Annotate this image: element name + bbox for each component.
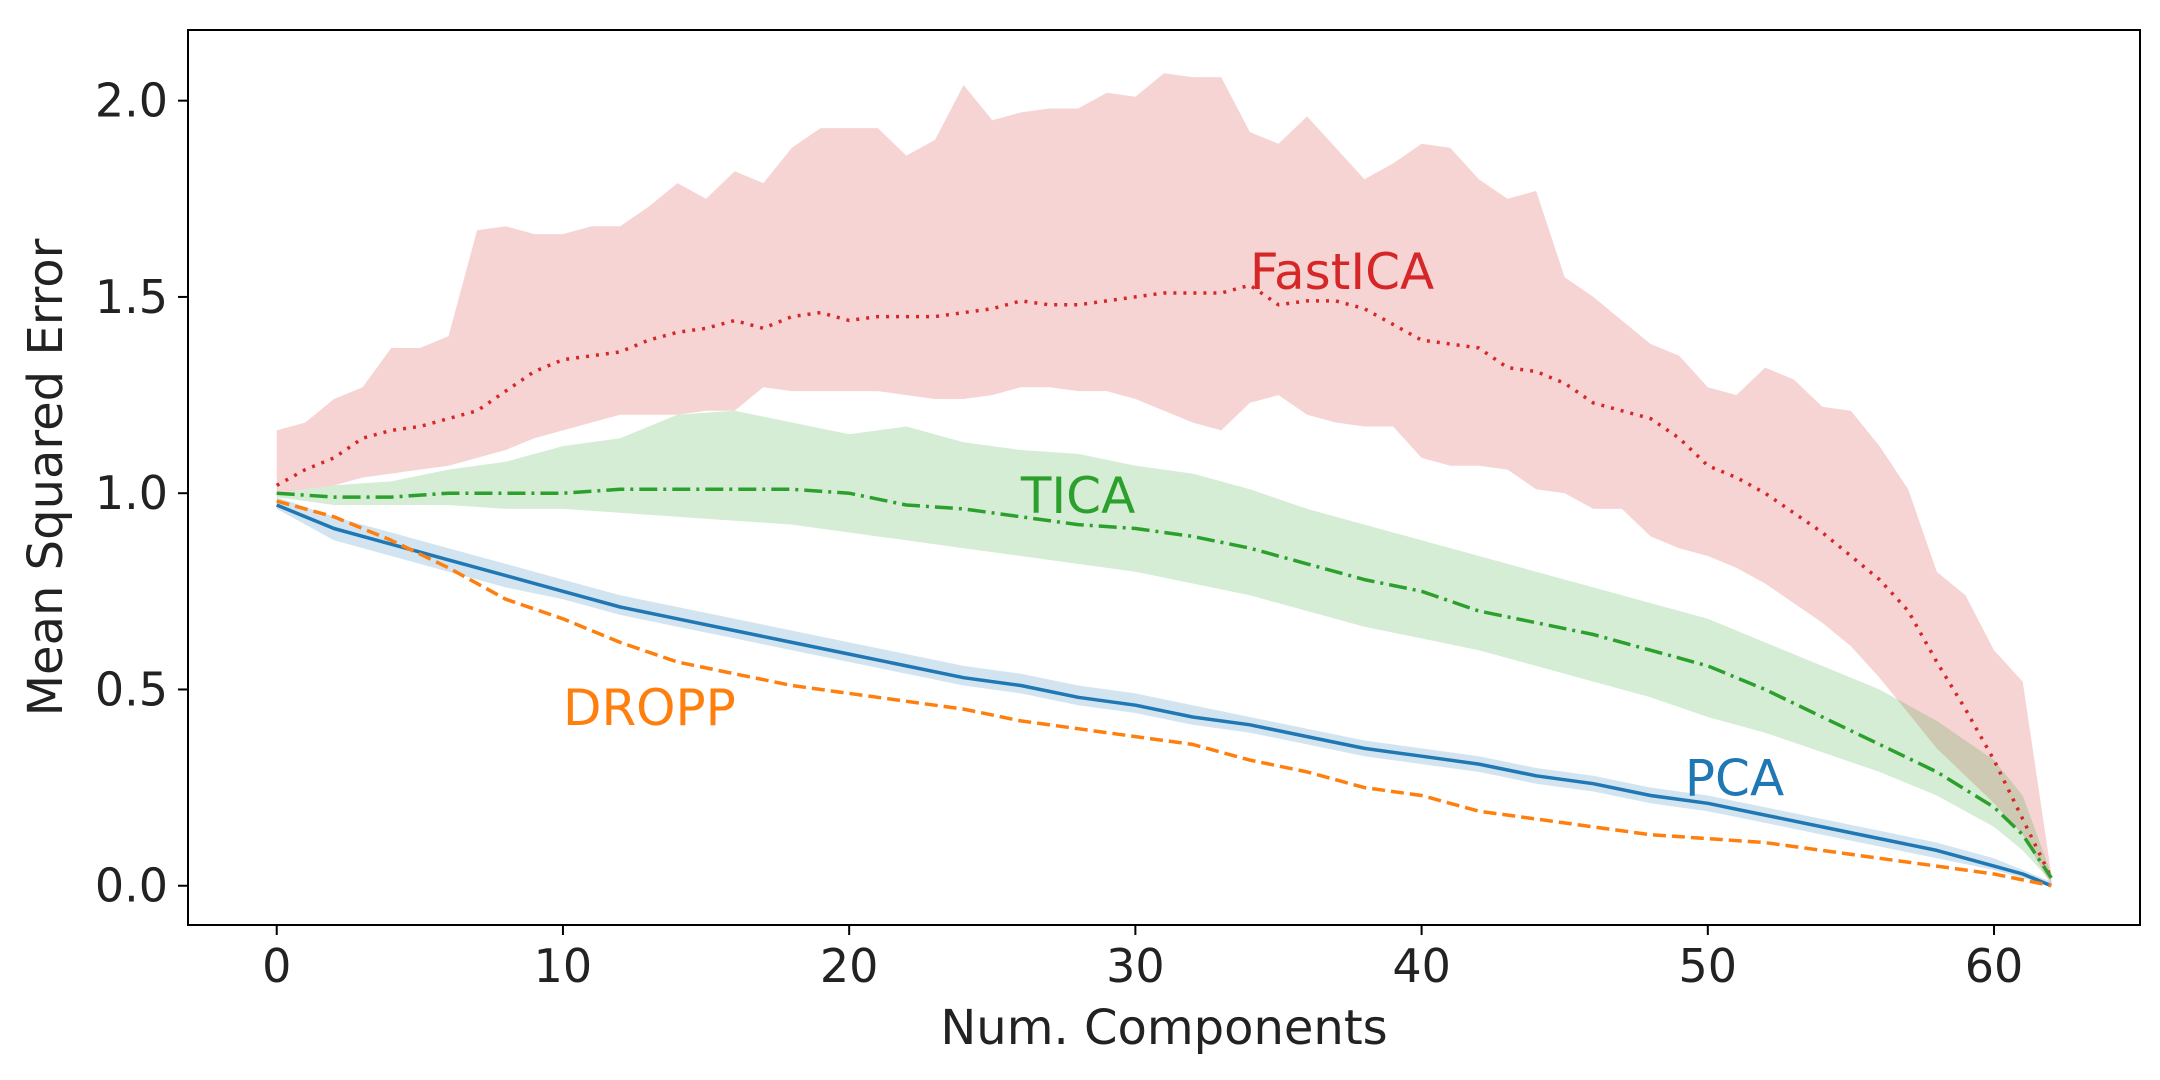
y-axis-ticks: 0.0 0.5 1.0 1.5 2.0 <box>95 74 188 913</box>
x-tick-label: 40 <box>1392 939 1451 993</box>
x-tick-label: 60 <box>1965 939 2024 993</box>
pca-label: PCA <box>1685 749 1784 807</box>
pca-line <box>276 503 2052 888</box>
y-tick-label: 0.5 <box>95 662 168 716</box>
x-tick-label: 0 <box>262 939 291 993</box>
fastica-line <box>275 283 2053 879</box>
y-axis-label: Mean Squared Error <box>18 238 74 716</box>
x-tick-label: 10 <box>534 939 593 993</box>
dropp-label: DROPP <box>563 679 736 737</box>
tica-line <box>276 487 2053 879</box>
x-tick-label: 20 <box>820 939 879 993</box>
dropp-line <box>276 499 2052 888</box>
uncertainty-bands <box>276 73 2052 886</box>
x-tick-label: 30 <box>1106 939 1165 993</box>
tica-band <box>276 410 2052 882</box>
fastica-band <box>276 73 2052 886</box>
plot-area-frame <box>187 29 2141 926</box>
pca-band <box>276 497 2052 886</box>
x-axis-ticks: 0 10 20 30 40 50 60 <box>262 925 2023 993</box>
x-axis-label: Num. Components <box>940 1000 1387 1056</box>
y-tick-label: 2.0 <box>95 74 168 128</box>
series-lines <box>275 283 2053 888</box>
y-tick-label: 1.5 <box>95 270 168 324</box>
tica-label: TICA <box>1020 467 1135 525</box>
y-tick-label: 1.0 <box>95 466 168 520</box>
series-labels: FastICA TICA PCA DROPP <box>563 243 1784 807</box>
fastica-label: FastICA <box>1250 243 1434 301</box>
x-tick-label: 50 <box>1679 939 1738 993</box>
y-tick-label: 0.0 <box>95 859 168 913</box>
